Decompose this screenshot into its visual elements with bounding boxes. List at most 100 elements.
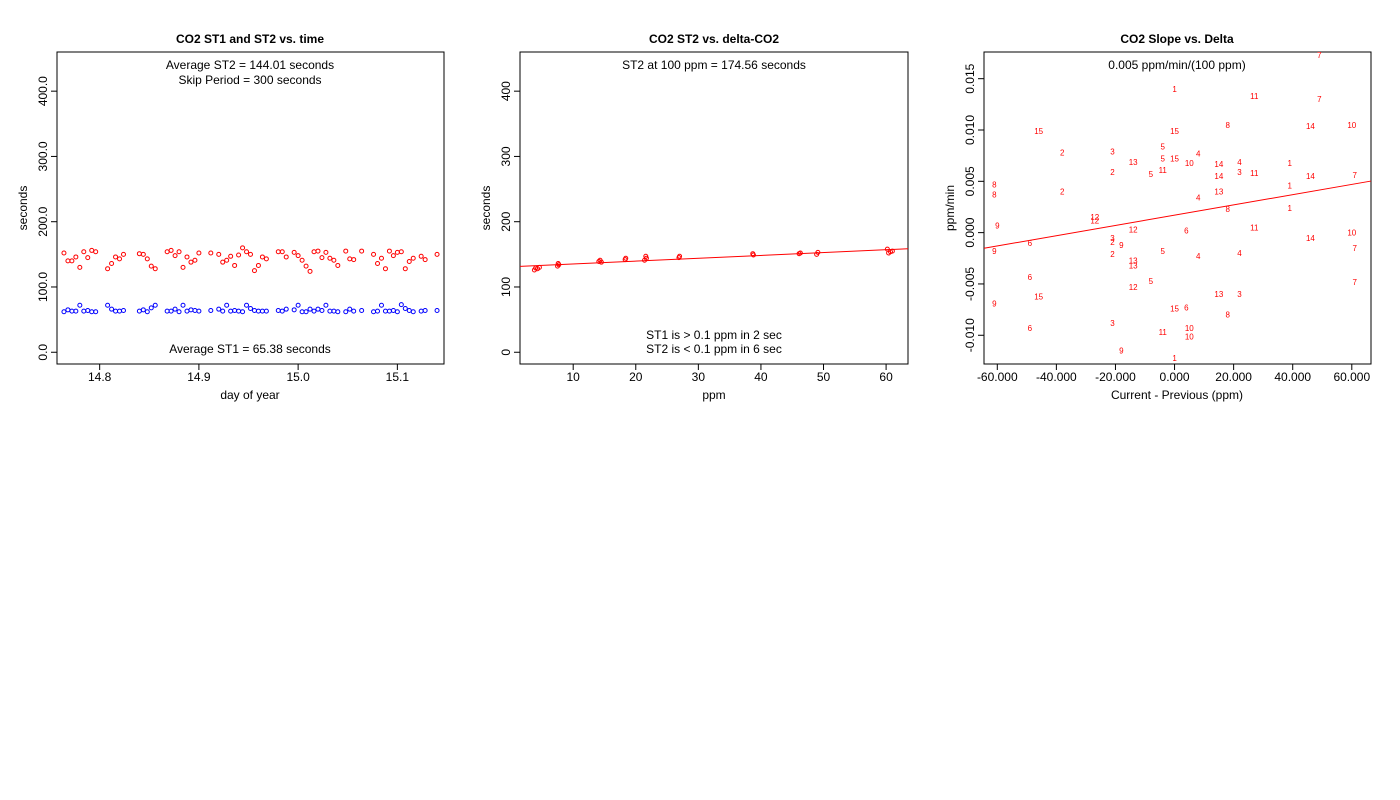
st1-point	[236, 308, 242, 314]
point-label: 7	[1317, 95, 1322, 104]
x-tick-label: 10	[567, 370, 581, 384]
point-label: 15	[1034, 127, 1043, 136]
x-tick-label: 20	[629, 370, 643, 384]
y-tick-label: 0.015	[963, 63, 977, 93]
st2-point	[299, 257, 305, 263]
point-label: 7	[1353, 278, 1358, 287]
point-label: 1	[1172, 354, 1177, 363]
regression-line	[519, 248, 909, 267]
st2-point	[192, 257, 198, 263]
point-label: 6	[1184, 304, 1189, 313]
st2-point	[307, 268, 313, 274]
x-tick-label: 15.0	[286, 370, 310, 384]
st2-point	[168, 247, 174, 253]
st2-point	[117, 256, 123, 262]
st2-point	[375, 260, 381, 266]
st1-point	[335, 309, 341, 315]
st1-point	[319, 307, 325, 313]
point-label: 8	[992, 191, 997, 200]
st2-point	[275, 249, 281, 255]
point-label: 5	[1161, 142, 1166, 151]
point-label: 4	[1196, 194, 1201, 203]
st2-point	[105, 266, 111, 272]
point-label: 8	[992, 180, 997, 189]
point-label: 12	[1129, 226, 1138, 235]
y-tick-label: -0.005	[963, 267, 977, 301]
st1-point	[390, 307, 396, 313]
point-label: 2	[1110, 168, 1115, 177]
st1-point	[327, 308, 333, 314]
st1-point	[406, 307, 412, 313]
y-axis-ticks: 0.0 100.0 200.0 300.0 400.0	[36, 76, 57, 361]
st2-point	[418, 253, 424, 259]
st2-point	[434, 251, 440, 257]
st1-point	[248, 306, 253, 312]
st2-point	[259, 254, 265, 260]
st1-point	[109, 306, 115, 312]
st1-point	[386, 308, 392, 314]
point-label: 5	[1161, 247, 1166, 256]
y-axis-ticks: -0.010 -0.005 0.000 0.005 0.010 0.015	[963, 63, 984, 352]
point-label: 2	[1110, 238, 1115, 247]
st2-point	[598, 259, 604, 265]
st1-point	[311, 308, 317, 314]
st1-point	[184, 308, 190, 314]
point-label: 9	[992, 299, 997, 308]
y-tick-label: 0.010	[963, 115, 977, 145]
st2-point	[144, 256, 150, 262]
st1-point	[192, 307, 198, 313]
st1-point	[148, 305, 154, 311]
point-label: 8	[1225, 205, 1230, 214]
st2-point	[251, 268, 257, 274]
point-label: 11	[1159, 166, 1168, 175]
st2-point	[172, 253, 178, 259]
st1-point	[228, 308, 234, 314]
st1-point	[117, 308, 123, 314]
st1-point	[224, 302, 230, 308]
y-tick-label: 400.0	[36, 76, 50, 106]
st1-point	[434, 307, 440, 313]
st2-point	[184, 254, 190, 260]
st1-point	[120, 307, 126, 313]
st2-point	[73, 254, 79, 260]
point-label: 12	[1129, 283, 1138, 292]
st1-point	[240, 309, 246, 315]
point-label: 10	[1185, 159, 1194, 168]
st2-point	[140, 251, 146, 257]
st1-point	[279, 308, 285, 314]
y-tick-label: -0.010	[963, 318, 977, 352]
st2-point	[236, 252, 242, 258]
point-label: 9	[992, 247, 997, 256]
y-tick-label: 100.0	[36, 272, 50, 302]
point-label: 10	[1185, 324, 1194, 333]
y-tick-label: 300.0	[36, 141, 50, 171]
st1-point	[105, 302, 111, 308]
st1-point	[168, 308, 174, 314]
st1-point	[113, 308, 119, 314]
point-label: 3	[1110, 319, 1115, 328]
panel-st2-vs-delta-co2: CO2 ST2 vs. delta-CO2 ppm seconds ST2 at…	[479, 32, 909, 402]
x-tick-label: 50	[817, 370, 831, 384]
point-label: 8	[1225, 311, 1230, 320]
point-label: 2	[1060, 149, 1065, 158]
st1-point	[65, 307, 71, 313]
y-tick-label: 0.000	[963, 217, 977, 247]
st1-point	[422, 307, 428, 313]
st2-point	[323, 249, 329, 255]
annotation-average-st2: Average ST2 = 144.01 seconds	[166, 58, 334, 72]
st2-point	[93, 249, 99, 255]
st2-point	[148, 263, 154, 269]
st2-point	[889, 248, 895, 254]
st2-point	[555, 263, 561, 269]
point-label: 7	[1353, 171, 1358, 180]
point-label: 14	[1214, 160, 1223, 169]
point-label: 15	[1034, 292, 1043, 301]
st2-point	[136, 251, 142, 257]
st2-point	[283, 254, 289, 260]
point-label: 11	[1250, 92, 1259, 101]
annotation-st2-at-100ppm: ST2 at 100 ppm = 174.56 seconds	[622, 58, 806, 72]
st1-point	[255, 308, 261, 314]
x-axis-label: day of year	[220, 388, 279, 402]
x-tick-label: 14.8	[88, 370, 112, 384]
